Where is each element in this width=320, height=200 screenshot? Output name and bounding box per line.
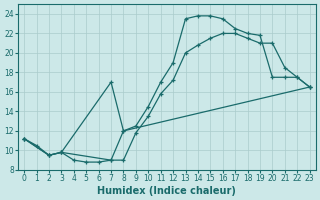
X-axis label: Humidex (Indice chaleur): Humidex (Indice chaleur) [98, 186, 236, 196]
